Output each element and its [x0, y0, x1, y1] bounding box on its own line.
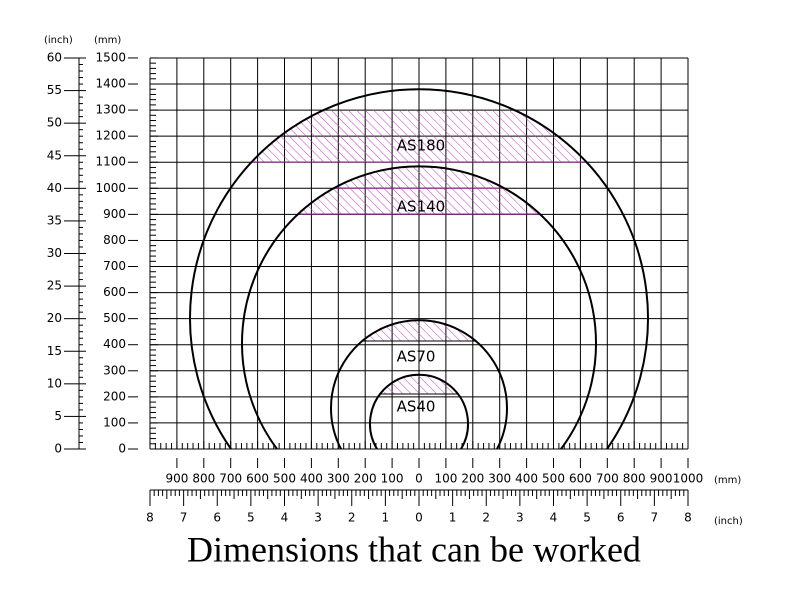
- inch-tick-label: 20: [47, 311, 62, 325]
- inch-tick-label: 0: [415, 511, 423, 525]
- mm-tick-label: 400: [515, 472, 538, 486]
- inch-tick-label: 2: [348, 511, 356, 525]
- mm-tick-label: 100: [434, 472, 457, 486]
- mm-tick-label: 300: [327, 472, 350, 486]
- caption: Dimensions that can be worked: [187, 529, 641, 569]
- mm-tick-label: 1200: [95, 129, 126, 143]
- mm-tick-label: 900: [103, 207, 126, 221]
- mm-tick-label: 700: [596, 472, 619, 486]
- region-label: AS180: [397, 137, 445, 155]
- inch-tick-label: 2: [482, 511, 490, 525]
- inch-tick-label: 8: [684, 511, 692, 525]
- inch-tick-label: 3: [516, 511, 524, 525]
- mm-tick-label: 800: [192, 472, 215, 486]
- unit-label: (inch): [44, 35, 73, 46]
- mm-tick-label: 800: [103, 233, 126, 247]
- inch-tick-label: 4: [281, 511, 289, 525]
- envelopes: [189, 88, 649, 450]
- inch-tick-label: 6: [213, 511, 221, 525]
- mm-tick-label: 200: [354, 472, 377, 486]
- inch-tick-label: 45: [47, 148, 62, 162]
- mm-tick-label: 500: [273, 472, 296, 486]
- inch-tick-label: 15: [47, 344, 62, 358]
- region-label: AS140: [397, 198, 445, 216]
- mm-tick-label: 100: [103, 415, 126, 429]
- envelope-as180: [189, 88, 649, 450]
- inch-tick-label: 35: [47, 213, 62, 227]
- mm-tick-label: 700: [103, 259, 126, 273]
- mm-tick-label: 400: [300, 472, 323, 486]
- mm-tick-label: 200: [461, 472, 484, 486]
- mm-tick-label: 600: [246, 472, 269, 486]
- mm-tick-label: 1400: [95, 77, 126, 91]
- mm-tick-label: 600: [569, 472, 592, 486]
- inch-tick-label: 7: [651, 511, 659, 525]
- mm-tick-label: 0: [415, 472, 423, 486]
- mm-tick-label: 900: [165, 472, 188, 486]
- inch-tick-label: 7: [180, 511, 188, 525]
- envelope-as40: [369, 373, 469, 450]
- mm-tick-label: 900: [650, 472, 673, 486]
- unit-label: (mm): [714, 475, 741, 486]
- mm-tick-label: 1300: [95, 103, 126, 117]
- mm-tick-label: 700: [219, 472, 242, 486]
- inch-tick-label: 0: [54, 442, 62, 456]
- inch-tick-label: 60: [47, 51, 62, 65]
- region-label: AS40: [397, 398, 436, 416]
- unit-label: (mm): [94, 35, 121, 46]
- envelope-as140: [241, 165, 597, 450]
- mm-tick-label: 200: [103, 389, 126, 403]
- mm-tick-label: 1000: [673, 472, 704, 486]
- inch-tick-label: 8: [146, 511, 154, 525]
- inch-tick-label: 40: [47, 181, 62, 195]
- inch-tick-label: 5: [583, 511, 591, 525]
- mm-tick-label: 1500: [95, 50, 126, 64]
- mm-tick-label: 300: [103, 363, 126, 377]
- envelope-as70: [330, 319, 508, 450]
- inch-tick-label: 5: [247, 511, 255, 525]
- mm-tick-label: 1000: [95, 181, 126, 195]
- inch-tick-label: 4: [550, 511, 558, 525]
- inch-tick-label: 30: [47, 246, 62, 260]
- inch-tick-label: 5: [54, 409, 62, 423]
- mm-tick-label: 300: [488, 472, 511, 486]
- mm-tick-label: 0: [118, 442, 126, 456]
- inch-tick-label: 50: [47, 116, 62, 130]
- unit-label: (inch): [714, 516, 743, 527]
- inch-tick-label: 6: [617, 511, 625, 525]
- mm-tick-label: 800: [623, 472, 646, 486]
- inch-tick-label: 1: [382, 511, 390, 525]
- inch-tick-label: 10: [47, 376, 62, 390]
- inch-tick-label: 1: [449, 511, 457, 525]
- mm-tick-label: 600: [103, 285, 126, 299]
- inch-tick-label: 25: [47, 279, 62, 293]
- inch-tick-label: 55: [47, 83, 62, 97]
- mm-tick-label: 400: [103, 337, 126, 351]
- mm-tick-label: 1100: [95, 155, 126, 169]
- inch-tick-label: 3: [314, 511, 322, 525]
- region-label: AS70: [397, 348, 436, 366]
- mm-tick-label: 100: [381, 472, 404, 486]
- mm-tick-label: 500: [103, 311, 126, 325]
- mm-tick-label: 500: [542, 472, 565, 486]
